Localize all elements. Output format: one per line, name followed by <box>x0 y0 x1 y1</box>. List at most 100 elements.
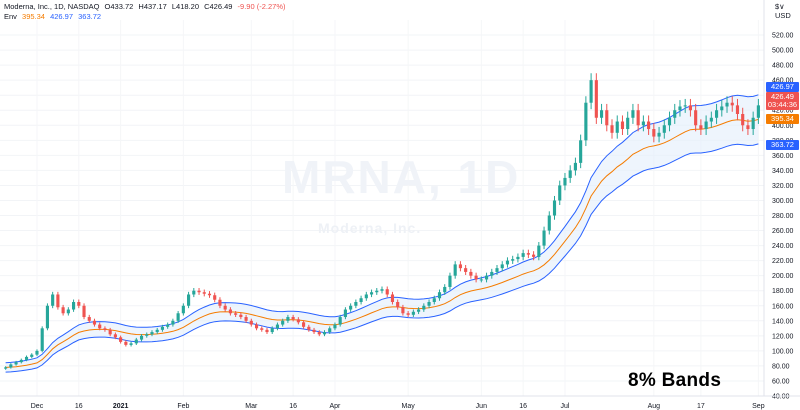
candle-body <box>474 275 478 280</box>
symbol-watermark: MRNA, 1D <box>282 151 521 203</box>
candle-body <box>77 302 81 306</box>
symbol-title[interactable]: Moderna, Inc., 1D, NASDAQ <box>4 2 100 11</box>
candle-body <box>113 334 117 338</box>
price-axis: 520.00500.00480.00460.00440.00420.00400.… <box>763 0 800 410</box>
candle-body <box>202 292 206 294</box>
last-price-badge: 426.49 <box>766 92 799 102</box>
envelope-lines <box>5 94 759 373</box>
time-tick-label: Mar <box>245 403 258 410</box>
price-tick-label: 320.00 <box>772 183 794 190</box>
price-tick-label: 120.00 <box>772 333 794 340</box>
candle-body <box>626 117 630 130</box>
candle-body <box>9 364 13 368</box>
candle-body <box>725 102 729 107</box>
price-tick-label: 180.00 <box>772 288 794 295</box>
price-tick-label: 140.00 <box>772 318 794 325</box>
candle-body <box>228 309 232 314</box>
candle-body <box>714 110 719 118</box>
price-tick-label: 520.00 <box>772 33 794 40</box>
price-tick-label: 480.00 <box>772 63 794 70</box>
price-tick-label: 200.00 <box>772 273 794 280</box>
candle-body <box>260 328 264 330</box>
candle-body <box>103 328 107 330</box>
price-tick-label: 280.00 <box>772 213 794 220</box>
upper-band-badge: 426.97 <box>766 82 799 92</box>
candle-body <box>443 286 447 293</box>
price-tick-label: 40.00 <box>772 394 790 401</box>
candle-body <box>448 275 452 287</box>
candle-body <box>479 279 483 281</box>
candle-body <box>14 362 18 365</box>
candle-body <box>239 314 243 318</box>
candle-body <box>129 343 133 345</box>
candle-body <box>98 324 102 329</box>
chart-grid <box>0 20 764 397</box>
candle-body <box>573 162 577 171</box>
candle-body <box>453 264 457 276</box>
candle-body <box>417 309 421 312</box>
envelope-fill <box>5 94 759 373</box>
candle-body <box>673 110 677 118</box>
candle-body <box>291 317 295 320</box>
candle-body <box>678 106 682 111</box>
time-tick-label: May <box>402 403 416 410</box>
time-tick-label: Jul <box>560 403 569 410</box>
candle-body <box>338 317 342 325</box>
time-tick-label: Dec <box>31 403 44 410</box>
candles <box>4 73 760 370</box>
env-upper-value: 426.97 <box>50 12 74 21</box>
price-axis-bg <box>764 0 800 410</box>
candle-body <box>720 106 724 111</box>
candle-body <box>108 329 112 335</box>
candle-body <box>641 121 645 126</box>
candle-body <box>66 309 70 314</box>
candle-body <box>244 317 248 321</box>
candle-body <box>328 328 332 333</box>
countdown-badge: 03:44:36 <box>766 100 799 110</box>
candle-body <box>187 294 191 306</box>
candle-body <box>709 117 713 122</box>
candle-body <box>631 110 635 118</box>
candle-body <box>171 320 175 325</box>
envelope-middle-line <box>5 118 759 368</box>
candle-body <box>584 102 588 141</box>
env-lower-value: 363.72 <box>78 12 102 21</box>
candle-body <box>411 311 415 315</box>
candle-body <box>537 245 541 257</box>
candle-body <box>385 289 389 295</box>
candle-body <box>427 302 431 306</box>
candle-body <box>296 319 300 323</box>
candle-body <box>594 80 598 118</box>
candle-body <box>746 125 750 130</box>
time-tick-label: 16 <box>519 403 527 410</box>
candle-body <box>213 295 217 300</box>
high-value: H437.17 <box>138 2 167 11</box>
candle-body <box>558 185 562 201</box>
candle-body <box>343 309 347 318</box>
candle-body <box>688 105 692 111</box>
candle-body <box>500 264 504 269</box>
currency-selector[interactable]: $∨ USD <box>775 2 791 20</box>
close-value: C426.49 <box>204 2 233 11</box>
candle-body <box>516 256 520 260</box>
candle-body <box>735 105 740 114</box>
candle-body <box>532 254 536 257</box>
candle-body <box>526 253 530 255</box>
low-value: L418.20 <box>171 2 199 11</box>
company-watermark: Moderna, Inc. <box>318 220 422 236</box>
price-tick-label: 360.00 <box>772 153 794 160</box>
candle-body <box>192 290 196 295</box>
candle-body <box>317 332 321 335</box>
candle-body <box>87 317 91 321</box>
candle-body <box>552 200 557 216</box>
candle-body <box>495 268 499 272</box>
candle-body <box>45 305 50 329</box>
candle-body <box>160 326 165 330</box>
candle-body <box>359 298 363 302</box>
candle-body <box>207 293 212 296</box>
time-tick-label: 2021 <box>113 403 129 410</box>
price-tick-label: 220.00 <box>772 258 794 265</box>
indicator-name[interactable]: Env <box>4 12 17 21</box>
candle-body <box>730 102 734 106</box>
